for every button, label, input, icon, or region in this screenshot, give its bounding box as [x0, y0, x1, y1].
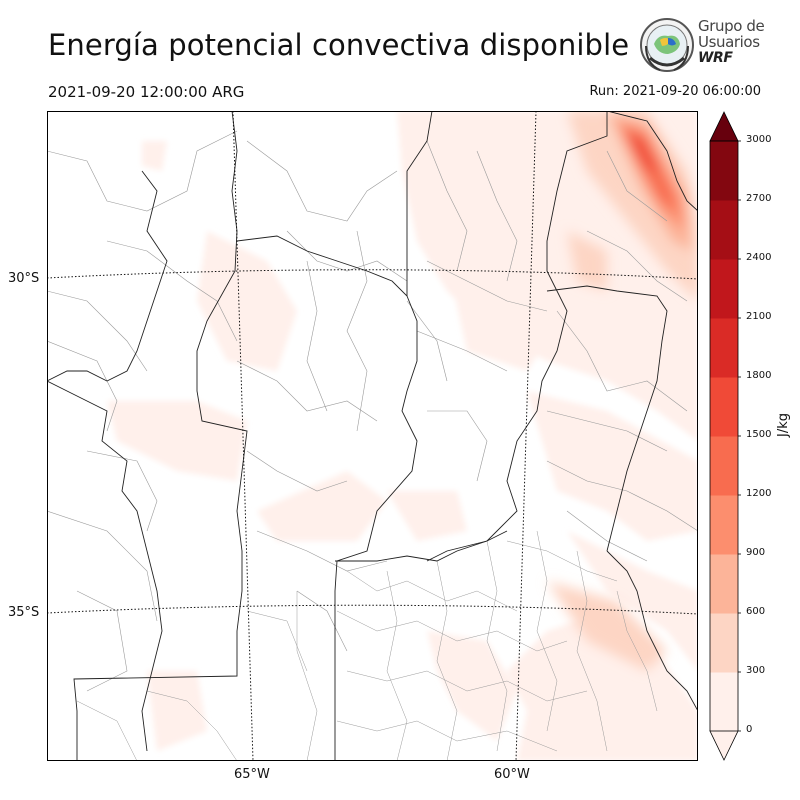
colorbar-tick-label: 0	[746, 724, 753, 735]
colorbar-band	[710, 436, 738, 496]
colorbar-over-triangle	[709, 111, 739, 142]
lon-label-60w: 60°W	[494, 767, 530, 782]
logo-text: Grupo de Usuarios WRF	[698, 17, 765, 66]
colorbar-band	[710, 200, 738, 260]
colorbar-band	[710, 259, 738, 319]
colorbar-tick-label: 2100	[746, 311, 772, 322]
colorbar-band	[710, 495, 738, 555]
lat-label-35s: 35°S	[8, 605, 40, 620]
colorbar-tick-label: 1200	[746, 488, 772, 499]
colorbar-tick-label: 900	[746, 547, 766, 558]
cape-map	[47, 111, 698, 761]
colorbar-tick-label: 1500	[746, 429, 772, 440]
colorbar-tick-label: 2700	[746, 193, 772, 204]
logo-line3: WRF	[698, 50, 733, 66]
colorbar-tick-label: 1800	[746, 370, 772, 381]
colorbar-units: J/kg	[776, 413, 791, 437]
globe-icon	[640, 18, 694, 72]
colorbar-tick-label: 2400	[746, 252, 772, 263]
province-boundaries	[47, 111, 698, 761]
logo-line2: Usuarios	[698, 33, 760, 51]
colorbar-band	[710, 554, 738, 614]
colorbar-band	[710, 377, 738, 437]
map-title: Energía potencial convectiva disponible	[48, 28, 630, 62]
colorbar	[709, 111, 741, 761]
colorbar-under-triangle	[709, 730, 739, 761]
colorbar-tick-label: 3000	[746, 134, 772, 145]
colorbar-band	[710, 318, 738, 378]
colorbar-tick-label: 300	[746, 665, 766, 676]
logo-line1: Grupo de	[698, 17, 765, 35]
lon-label-65w: 65°W	[234, 767, 270, 782]
colorbar-tick-label: 600	[746, 606, 766, 617]
valid-time: 2021-09-20 12:00:00 ARG	[48, 83, 245, 101]
lat-label-30s: 30°S	[8, 271, 40, 286]
graticule	[47, 111, 698, 761]
county-grid	[76, 530, 658, 761]
wrf-logo: Grupo de Usuarios WRF	[638, 16, 768, 74]
colorbar-band	[710, 613, 738, 673]
run-time: Run: 2021-09-20 06:00:00	[589, 84, 761, 99]
colorbar-band	[710, 141, 738, 201]
colorbar-band	[710, 672, 738, 732]
